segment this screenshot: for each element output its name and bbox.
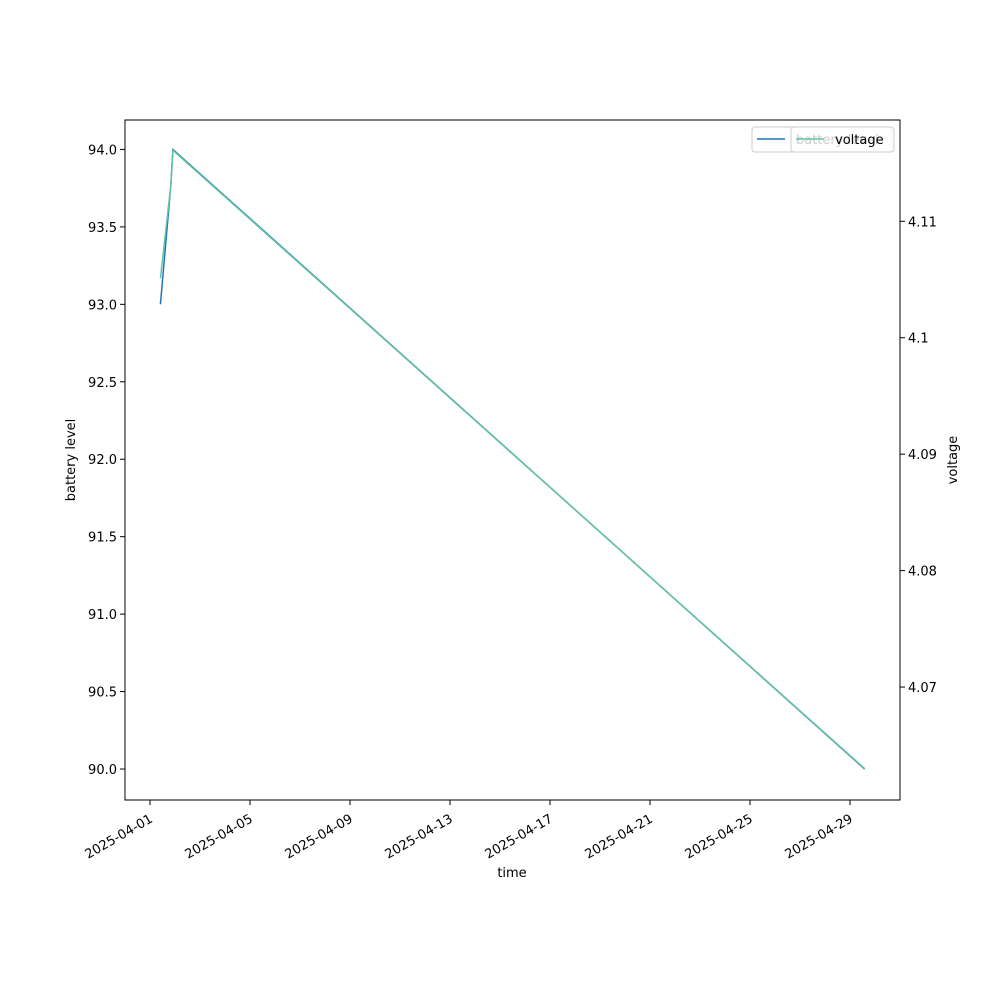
y2-axis-label: voltage [946, 436, 961, 485]
plot-frame [124, 119, 901, 801]
y2-tick-label: 4.1 [908, 332, 929, 347]
y-tick-label: 94.0 [88, 143, 117, 158]
y-tick-label: 92.0 [88, 453, 117, 468]
y2-tick-label: 4.07 [908, 681, 937, 696]
y2-tick-label: 4.11 [908, 215, 937, 230]
y-tick-label: 90.5 [88, 686, 117, 701]
legend-box [790, 126, 895, 153]
y-tick-label: 92.5 [88, 376, 117, 391]
y2-tick-label: 4.08 [908, 565, 937, 580]
y-tick-label: 91.0 [88, 608, 117, 623]
x-axis-label: time [497, 866, 526, 881]
legend-label: voltage [835, 133, 884, 148]
y-tick-label: 91.5 [88, 531, 117, 546]
y-tick-label: 90.0 [88, 763, 117, 778]
series-line [159, 148, 866, 770]
y-tick-label: 93.5 [88, 221, 117, 236]
y2-tick-label: 4.09 [908, 448, 937, 463]
y-tick-label: 93.0 [88, 298, 117, 313]
y-axis-label: battery level [64, 419, 79, 502]
